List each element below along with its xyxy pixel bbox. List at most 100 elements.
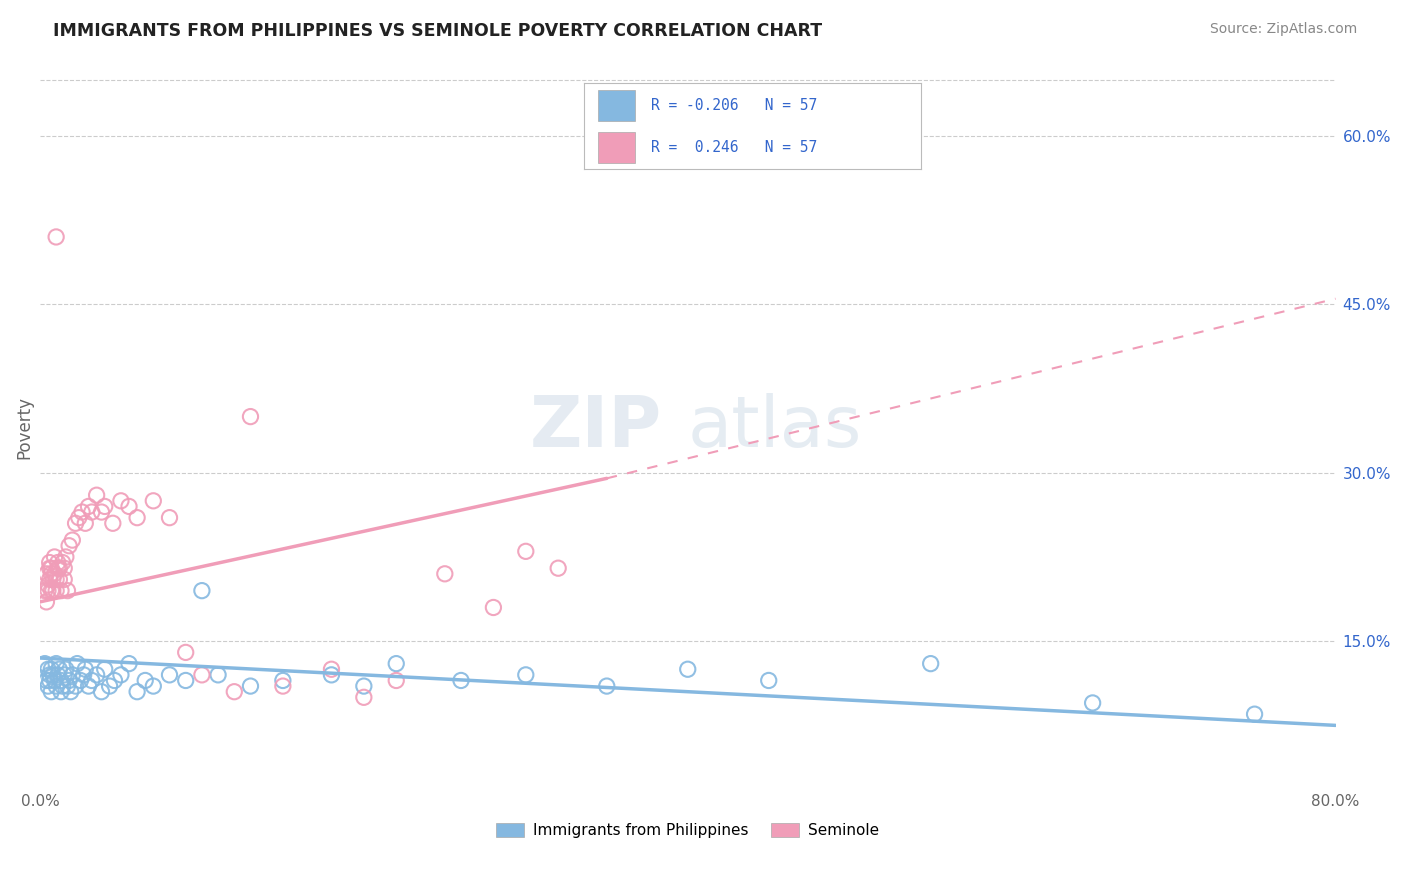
Point	[60, 533, 83, 548]
Point	[93, 500, 115, 514]
Point	[1243, 707, 1265, 722]
Text: atlas: atlas	[688, 393, 862, 462]
Point	[53, 561, 76, 575]
Point	[127, 510, 149, 524]
Point	[118, 500, 141, 514]
Y-axis label: Poverty: Poverty	[15, 396, 32, 459]
Text: Source: ZipAtlas.com: Source: ZipAtlas.com	[1209, 22, 1357, 37]
Point	[44, 566, 66, 581]
Point	[65, 679, 87, 693]
Point	[101, 516, 124, 531]
Point	[547, 561, 569, 575]
Point	[37, 578, 59, 592]
Point	[385, 673, 408, 688]
Point	[56, 679, 79, 693]
Point	[482, 600, 505, 615]
Point	[37, 583, 59, 598]
Point	[239, 679, 262, 693]
Point	[191, 668, 214, 682]
Point	[353, 679, 375, 693]
Point	[73, 668, 96, 682]
Point	[70, 505, 93, 519]
Point	[46, 561, 69, 575]
Point	[39, 583, 62, 598]
Point	[134, 673, 156, 688]
Point	[271, 679, 294, 693]
Point	[38, 556, 60, 570]
Point	[39, 662, 62, 676]
Point	[191, 583, 214, 598]
Point	[80, 505, 103, 519]
Point	[45, 657, 67, 671]
Point	[127, 684, 149, 698]
Point	[45, 573, 67, 587]
Point	[920, 657, 942, 671]
Point	[45, 230, 67, 244]
Point	[90, 505, 112, 519]
Point	[86, 668, 108, 682]
Point	[515, 544, 537, 558]
Point	[42, 583, 65, 598]
Point	[110, 668, 132, 682]
Point	[44, 673, 66, 688]
Point	[159, 668, 181, 682]
Point	[75, 516, 97, 531]
Point	[45, 583, 67, 598]
Point	[45, 679, 67, 693]
Point	[55, 549, 77, 564]
Point	[35, 566, 58, 581]
Point	[142, 493, 165, 508]
Point	[39, 566, 62, 581]
Point	[38, 561, 60, 575]
Point	[80, 673, 103, 688]
Point	[77, 679, 100, 693]
Point	[66, 657, 89, 671]
Point	[118, 657, 141, 671]
Point	[34, 583, 56, 598]
Point	[38, 668, 60, 682]
Point	[52, 556, 75, 570]
Point	[65, 516, 87, 531]
Text: IMMIGRANTS FROM PHILIPPINES VS SEMINOLE POVERTY CORRELATION CHART: IMMIGRANTS FROM PHILIPPINES VS SEMINOLE …	[53, 22, 823, 40]
Text: ZIP: ZIP	[530, 393, 662, 462]
Point	[48, 561, 70, 575]
Point	[39, 684, 62, 698]
Point	[53, 668, 76, 682]
Point	[42, 573, 65, 587]
Point	[52, 679, 75, 693]
Point	[86, 488, 108, 502]
Point	[90, 684, 112, 698]
Point	[44, 549, 66, 564]
Point	[49, 684, 72, 698]
Point	[98, 679, 121, 693]
Point	[450, 673, 472, 688]
Point	[58, 539, 80, 553]
Point	[142, 679, 165, 693]
Point	[39, 561, 62, 575]
Point	[34, 657, 56, 671]
Point	[77, 500, 100, 514]
Point	[239, 409, 262, 424]
Point	[385, 657, 408, 671]
Point	[49, 583, 72, 598]
Point	[676, 662, 699, 676]
Point	[56, 583, 79, 598]
Point	[207, 668, 229, 682]
Point	[1081, 696, 1104, 710]
Point	[75, 662, 97, 676]
Point	[35, 595, 58, 609]
Point	[59, 684, 82, 698]
Point	[48, 662, 70, 676]
Point	[38, 673, 60, 688]
Point	[37, 662, 59, 676]
Point	[67, 510, 90, 524]
Point	[103, 673, 125, 688]
Point	[321, 668, 343, 682]
Point	[35, 673, 58, 688]
Point	[271, 673, 294, 688]
Point	[49, 673, 72, 688]
Point	[46, 556, 69, 570]
Point	[93, 662, 115, 676]
Point	[46, 668, 69, 682]
Point	[353, 690, 375, 705]
